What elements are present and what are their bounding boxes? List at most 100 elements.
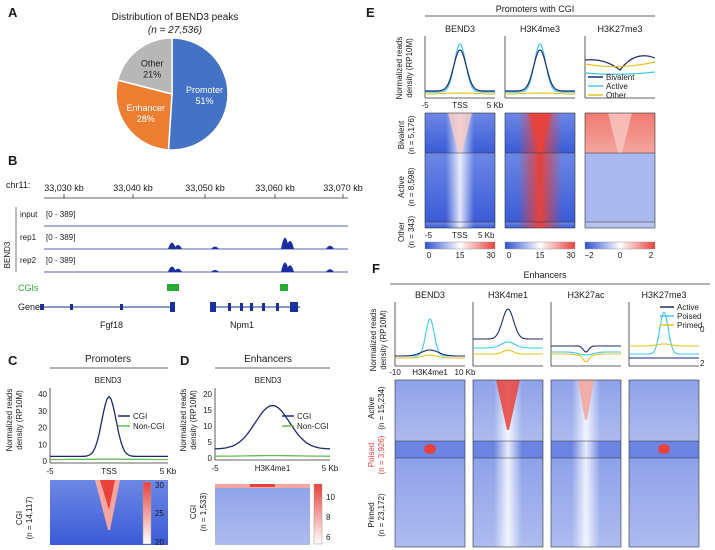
colorbar: [424, 241, 496, 250]
heat-poised-spot: [658, 444, 670, 454]
panel-e-row-1-name: Active: [397, 176, 406, 198]
y-tick-label: 0: [208, 454, 213, 463]
panel-e-colorbars: 0 15 30 0 15 30 −2 0 2: [424, 241, 656, 260]
track-name-input: input: [20, 210, 38, 219]
panel-a-title: Distribution of BEND3 peaks: [112, 12, 239, 23]
profile-line: [629, 311, 699, 355]
panel-f-ylabel2: density (RP10M): [379, 310, 388, 370]
panel-c-cb-2: 20: [155, 538, 164, 547]
heat-signal: [494, 458, 522, 547]
locus-tick-label: 33,040 kb: [113, 183, 153, 193]
legend-label: Non-CGI: [297, 422, 329, 431]
panel-e-hx-2: 5 Kb: [478, 231, 495, 240]
panel-letter-b: B: [8, 153, 17, 168]
heat-wedge: [496, 380, 520, 430]
gene-models: [40, 302, 300, 312]
colorbar-label: 15: [536, 251, 545, 260]
panel-f-legend-1: Poised: [677, 312, 701, 321]
panel-letter-f: F: [372, 261, 380, 276]
panel-e-row-0-n: (n = 5,176): [407, 115, 416, 154]
panel-f-ytick: 2: [700, 359, 705, 368]
panel-e-mark-h3k27me3: H3K27me3: [597, 24, 642, 34]
y-tick-label: 40: [38, 390, 47, 399]
colorbar-label: 30: [487, 251, 496, 260]
panel-c-subtitle: BEND3: [95, 376, 122, 385]
panel-e-x-tick: TSS: [452, 101, 468, 110]
heat-signal: [572, 441, 600, 458]
pie-slice-other: [116, 37, 173, 95]
profile-active: [584, 71, 656, 75]
panel-d-cb-2: 6: [326, 533, 331, 542]
profile-line: [395, 349, 465, 357]
heat-frame: [394, 379, 466, 548]
colorbar-label: 30: [567, 251, 576, 260]
panel-a-n: (n = 27,536): [148, 25, 202, 36]
heat-wedge: [578, 380, 594, 420]
locus-tick-label: 33,060 kb: [255, 183, 295, 193]
x-tick-label: TSS: [101, 467, 117, 476]
heat-cell: [585, 222, 655, 228]
pie-pct-other: 21%: [143, 69, 161, 79]
colorbar-label: 0: [427, 251, 432, 260]
heat-cell: [629, 380, 699, 441]
profile-bivalent: [584, 55, 656, 71]
panel-d-colorbar: [313, 483, 323, 545]
track-peak: [211, 269, 219, 272]
panel-f-profiles: BEND3 H3K4me1 H3K27ac H3K27me3 -10 H3K4me1 10 …: [389, 290, 705, 377]
panel-e-ylabel1: Normalized reads: [395, 37, 404, 100]
locus-ticks: 33,030 kb 33,040 kb 33,050 kb 33,060 kb 33,0…: [44, 183, 363, 198]
panel-f-title: Enhancers: [523, 270, 567, 280]
cgi-block-2: [280, 284, 288, 291]
colorbar-label: 2: [649, 251, 654, 260]
panel-e-heatmaps: [424, 112, 656, 229]
pie-label-promoter: Promoter: [186, 85, 223, 95]
panel-c-ylabel2: density (RP10M): [15, 390, 24, 450]
track-peak: [286, 265, 294, 272]
cgi-block-1: [167, 284, 179, 291]
panel-e-hx-1: TSS: [452, 231, 468, 240]
panel-f-x-tick: -10: [389, 368, 401, 377]
locus-tick-label: 33,030 kb: [44, 183, 84, 193]
gene-label: Gene: [18, 302, 40, 312]
panel-c-cb-0: 30: [155, 481, 164, 490]
panel-e-mark-bend3: BEND3: [445, 24, 475, 34]
panel-e-row-1-n: (n = 8,598): [407, 167, 416, 206]
track-peak: [326, 269, 334, 272]
heat-frame: [628, 379, 700, 548]
panel-e-legend-1: Active: [606, 82, 628, 91]
panel-d-cb-0: 10: [326, 493, 335, 502]
panel-c-heat-label: CGI: [15, 511, 24, 525]
profile-line: [473, 308, 543, 340]
profile-other: [584, 61, 656, 68]
panel-f-row-1-n: (n = 3,926): [377, 435, 386, 474]
panel-e-profiles: BEND3 H3K4me3 H3K27me3 -5 TSS 5 Kb: [421, 24, 656, 110]
series-cgi: [215, 404, 330, 450]
profile-line: [551, 353, 621, 363]
heat-frame: [584, 112, 656, 229]
heat-signal: [446, 153, 474, 222]
track-peak: [286, 241, 294, 249]
bend3-group-label: BEND3: [3, 241, 12, 268]
heat-signal: [446, 222, 474, 228]
profile-bivalent: [425, 49, 495, 92]
panel-f-row-1-name: Poised: [367, 443, 376, 467]
cgi-label: CGIs: [18, 283, 39, 293]
heat-signal: [494, 441, 522, 458]
y-tick-label: 20: [203, 390, 212, 399]
colorbar-label: 15: [456, 251, 465, 260]
track-peak: [174, 268, 182, 272]
track-peak: [326, 245, 334, 249]
colorbar-label: −2: [584, 251, 594, 260]
heat-signal: [572, 458, 600, 547]
panel-d-cb-1: 8: [326, 513, 331, 522]
panel-d-ylabel1: Normalized reads: [179, 389, 188, 452]
panel-e-x-tick: 5 Kb: [487, 101, 504, 110]
panel-e-x-tick: -5: [421, 101, 429, 110]
panel-f-legend-2: Primed: [677, 321, 702, 330]
panel-d-title: Enhancers: [244, 354, 292, 365]
x-tick-label: 5 Kb: [322, 464, 339, 473]
panel-c-colorbar: [142, 481, 152, 545]
heat-poised-spot: [424, 444, 436, 454]
